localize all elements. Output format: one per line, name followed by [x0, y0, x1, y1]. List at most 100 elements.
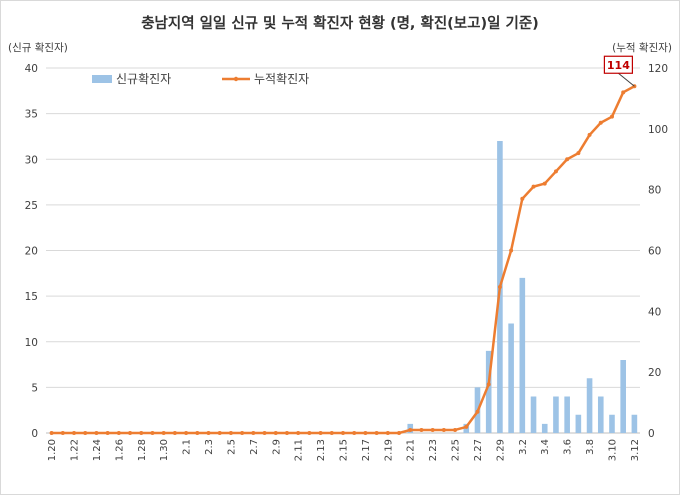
bar: [553, 397, 559, 434]
left-tick-label: 30: [25, 154, 38, 166]
right-tick-label: 0: [648, 428, 655, 440]
x-tick-label: 2.23: [428, 439, 439, 461]
line-point: [442, 428, 446, 432]
left-tick-label: 40: [25, 63, 38, 75]
x-tick-label: 2.25: [451, 439, 462, 461]
left-tick-label: 5: [31, 382, 38, 394]
left-tick-label: 15: [25, 291, 38, 303]
line-point: [263, 431, 267, 435]
line-point: [94, 431, 98, 435]
left-tick-label: 25: [25, 200, 38, 212]
line-point: [419, 428, 423, 432]
x-tick-label: 1.28: [137, 439, 148, 461]
line-point: [554, 169, 558, 173]
bar: [508, 324, 514, 434]
line-point: [621, 90, 625, 94]
left-axis-unit-label: (신규 확진자): [8, 41, 68, 54]
line-point: [72, 431, 76, 435]
line-point: [139, 431, 143, 435]
line-point: [296, 431, 300, 435]
line-point: [397, 431, 401, 435]
line-point: [184, 431, 188, 435]
line-point: [285, 431, 289, 435]
x-tick-label: 3.4: [540, 439, 551, 455]
bar: [609, 415, 615, 433]
x-tick-label: 3.10: [607, 439, 618, 461]
line-point: [599, 121, 603, 125]
x-tick-label: 2.9: [271, 439, 282, 455]
line-point: [565, 157, 569, 161]
line-point: [610, 115, 614, 119]
x-tick-label: 3.6: [563, 439, 574, 455]
x-tick-label: 2.19: [383, 439, 394, 461]
line-point: [307, 431, 311, 435]
line-point: [319, 431, 323, 435]
x-tick-label: 2.11: [294, 439, 305, 461]
line-point: [386, 431, 390, 435]
bar: [531, 397, 537, 434]
line-point: [162, 431, 166, 435]
line-point: [576, 151, 580, 155]
line-point: [240, 431, 244, 435]
line-point: [375, 431, 379, 435]
line-point: [520, 197, 524, 201]
line-point: [195, 431, 199, 435]
line-point: [251, 431, 255, 435]
x-tick-label: 2.5: [226, 439, 237, 455]
right-axis-unit-label: (누적 확진자): [612, 41, 672, 54]
left-tick-label: 10: [25, 337, 38, 349]
bar: [576, 415, 582, 433]
x-tick-label: 2.1: [182, 439, 193, 455]
bar: [542, 424, 548, 433]
right-tick-label: 20: [648, 367, 661, 379]
legend-bar-swatch: [92, 75, 112, 83]
line-point: [274, 431, 278, 435]
left-tick-label: 35: [25, 109, 38, 121]
x-tick-label: 2.7: [249, 439, 260, 455]
line-point: [475, 410, 479, 414]
line-point: [117, 431, 121, 435]
x-tick-label: 1.26: [114, 439, 125, 461]
legend-line-marker: [234, 77, 238, 81]
line-point: [532, 185, 536, 189]
callout-label: 114: [607, 59, 630, 72]
right-tick-label: 120: [648, 63, 668, 75]
line-point: [50, 431, 54, 435]
bar: [598, 397, 604, 434]
line-point: [207, 431, 211, 435]
left-tick-label: 20: [25, 246, 38, 258]
x-tick-label: 2.15: [339, 439, 350, 461]
line-point: [330, 431, 334, 435]
legend-line-label: 누적확진자: [254, 72, 309, 86]
line-point: [509, 249, 513, 253]
x-tick-label: 3.12: [630, 439, 641, 461]
line-point: [106, 431, 110, 435]
x-tick-label: 3.2: [518, 439, 529, 455]
line-point: [588, 133, 592, 137]
line-point: [341, 431, 345, 435]
x-tick-label: 2.27: [473, 439, 484, 461]
x-tick-label: 2.3: [204, 439, 215, 455]
line-point: [229, 431, 233, 435]
line-point: [408, 428, 412, 432]
bar: [632, 415, 638, 433]
line-point: [352, 431, 356, 435]
bar: [564, 397, 570, 434]
x-tick-label: 2.13: [316, 439, 327, 461]
line-point: [464, 425, 468, 429]
right-tick-label: 100: [648, 124, 668, 136]
x-tick-label: 1.24: [92, 439, 103, 461]
bar: [520, 278, 526, 433]
line-point: [487, 382, 491, 386]
line-point: [498, 285, 502, 289]
x-tick-label: 1.22: [70, 439, 81, 461]
line-point: [173, 431, 177, 435]
line-point: [218, 431, 222, 435]
x-tick-label: 2.21: [406, 439, 417, 461]
x-tick-label: 2.29: [495, 439, 506, 461]
line-point: [128, 431, 132, 435]
line-point: [431, 428, 435, 432]
x-tick-label: 2.17: [361, 439, 372, 461]
